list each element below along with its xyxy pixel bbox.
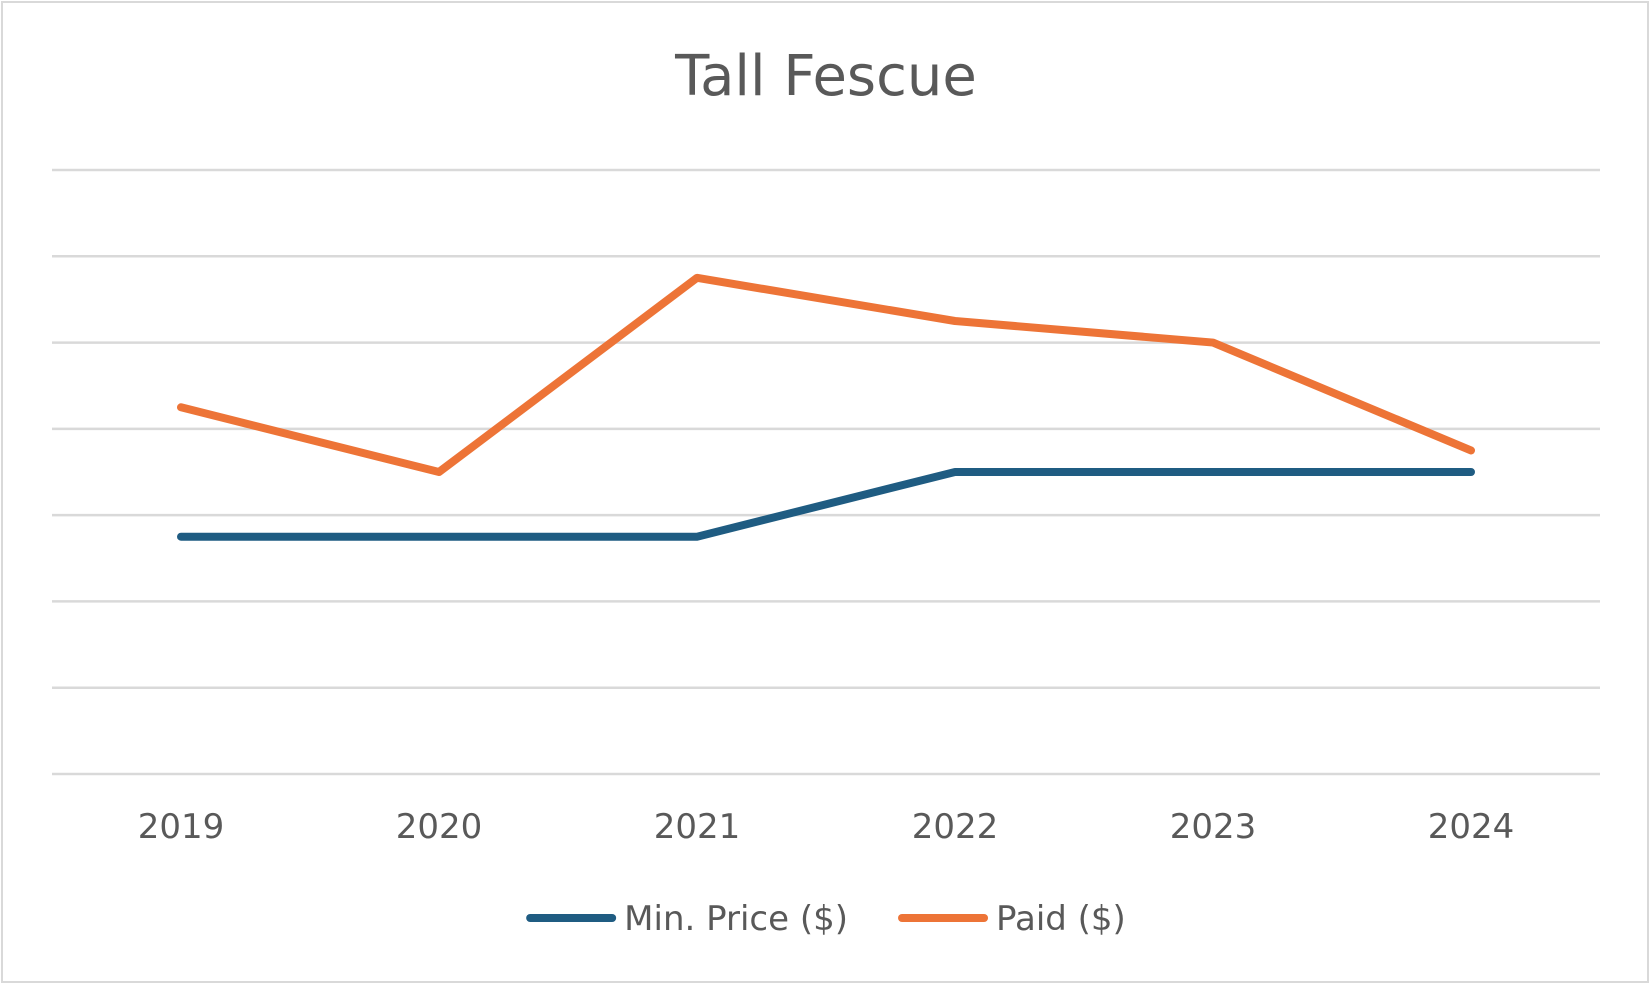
series-line-0: [177, 468, 1475, 541]
legend-label: Min. Price ($): [624, 899, 848, 939]
x-tick-label: 2019: [138, 807, 225, 847]
x-tick-label: 2021: [654, 807, 741, 847]
x-tick-label: 2020: [396, 807, 483, 847]
legend-label: Paid ($): [996, 899, 1126, 939]
series-line-1: [177, 273, 1475, 476]
x-tick-label: 2023: [1170, 807, 1257, 847]
legend: Min. Price ($) Paid ($): [526, 899, 1126, 939]
x-axis-ticks: 2019 2020 2021 2022 2023 2024: [138, 807, 1515, 847]
grid-lines: [52, 168, 1600, 776]
x-tick-label: 2022: [912, 807, 999, 847]
legend-item-1: Paid ($): [898, 899, 1126, 939]
series-lines: [177, 273, 1475, 541]
legend-item-0: Min. Price ($): [526, 899, 848, 939]
x-tick-label: 2024: [1428, 807, 1515, 847]
chart-title: Tall Fescue: [674, 44, 977, 109]
